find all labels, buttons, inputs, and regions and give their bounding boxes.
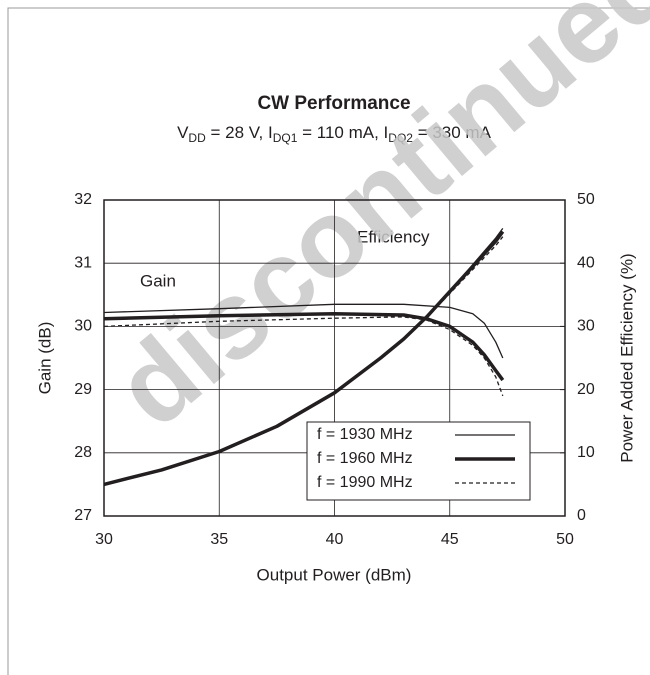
x-tick-label: 35 bbox=[210, 531, 228, 548]
legend-label: f = 1960 MHz bbox=[317, 450, 413, 467]
series-line bbox=[103, 236, 504, 486]
subscript: DD bbox=[188, 131, 206, 145]
subtitle-part: V bbox=[177, 123, 189, 142]
x-tick-label: 45 bbox=[441, 531, 459, 548]
plot-frame bbox=[103, 199, 566, 517]
frame bbox=[7, 7, 650, 675]
watermark: discontinued bbox=[93, 0, 650, 451]
y-tick-label: 31 bbox=[74, 254, 92, 271]
subtitle-part: = 28 V, I bbox=[206, 123, 273, 142]
annotation: Efficiency bbox=[357, 227, 430, 246]
y2-tick-label: 40 bbox=[577, 254, 595, 271]
y2-tick-label: 30 bbox=[577, 318, 595, 335]
y-tick-label: 29 bbox=[74, 381, 92, 398]
y2-axis-label: Power Added Efficiency (%) bbox=[617, 253, 636, 462]
y2-tick-label: 20 bbox=[577, 381, 595, 398]
y2-tick-label: 10 bbox=[577, 444, 595, 461]
y-tick-label: 28 bbox=[74, 444, 92, 461]
x-axis-label: Output Power (dBm) bbox=[257, 565, 412, 584]
subtitle-part: = 330 mA bbox=[413, 123, 492, 142]
y-tick-label: 27 bbox=[74, 507, 92, 524]
x-tick-label: 50 bbox=[556, 531, 574, 548]
chart-title: CW Performance bbox=[257, 93, 410, 114]
series-line bbox=[103, 303, 504, 359]
y-axis-label: Gain (dB) bbox=[35, 322, 54, 395]
series-line bbox=[103, 312, 505, 382]
y-tick-label: 32 bbox=[74, 191, 92, 208]
subtitle-part: = 110 mA, I bbox=[297, 123, 388, 142]
chart-subtitle: VDD = 28 V, IDQ1 = 110 mA, IDQ2 = 330 mA bbox=[177, 123, 492, 145]
x-tick-label: 30 bbox=[95, 531, 113, 548]
annotation: Gain bbox=[140, 271, 176, 290]
y-tick-label: 30 bbox=[74, 318, 92, 335]
subscript: DQ1 bbox=[273, 131, 298, 145]
subscript: DQ2 bbox=[388, 131, 413, 145]
legend-label: f = 1990 MHz bbox=[317, 474, 413, 491]
x-tick-label: 40 bbox=[326, 531, 344, 548]
y2-tick-label: 50 bbox=[577, 191, 595, 208]
legend-label: f = 1930 MHz bbox=[317, 426, 413, 443]
y2-tick-label: 0 bbox=[577, 507, 586, 524]
